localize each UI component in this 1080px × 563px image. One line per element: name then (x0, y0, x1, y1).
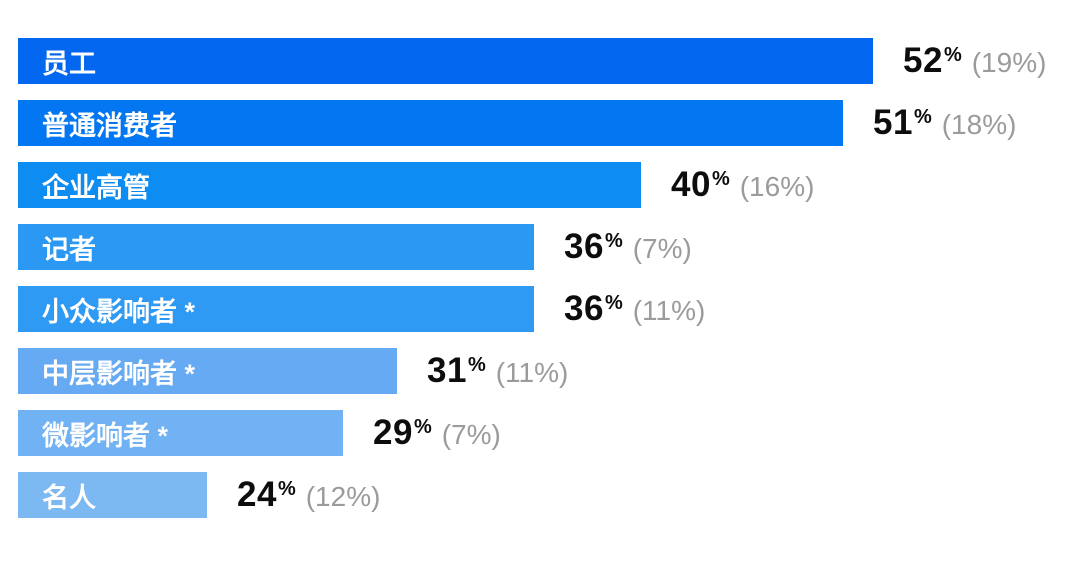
secondary-value: (7%) (632, 233, 692, 264)
bar: 普通消费者 (18, 100, 843, 146)
percent-sign: % (943, 44, 962, 66)
bar: 中层影响者 * (18, 348, 397, 394)
percent-sign: % (604, 292, 623, 314)
bar-row: 小众影响者 * 36% (11%) (18, 286, 1080, 332)
value-label: 36% (11%) (564, 289, 705, 329)
secondary-value: (16%) (739, 171, 815, 202)
value-label: 36% (7%) (564, 227, 692, 267)
secondary-value: (11%) (632, 295, 706, 326)
value-label: 31% (11%) (427, 351, 568, 391)
value-number: 36 (564, 227, 604, 266)
value-number: 31 (427, 351, 467, 390)
percent-sign: % (467, 354, 486, 376)
category-label: 记者 (42, 234, 96, 265)
category-label: 员工 (42, 48, 96, 79)
value-number: 51 (873, 103, 913, 142)
value-label: 51% (18%) (873, 103, 1016, 143)
value-number: 52 (903, 41, 943, 80)
bar: 小众影响者 * (18, 286, 534, 332)
percent-sign: % (604, 230, 623, 252)
percent-sign: % (277, 478, 296, 500)
value-number: 24 (237, 475, 277, 514)
secondary-value: (12%) (305, 481, 381, 512)
category-label: 名人 (42, 482, 96, 513)
category-label: 中层影响者 * (42, 358, 196, 389)
bar-row: 中层影响者 * 31% (11%) (18, 348, 1080, 394)
bar-row: 名人 24% (12%) (18, 472, 1080, 518)
bar-row: 员工 52% (19%) (18, 38, 1080, 84)
percent-sign: % (413, 416, 432, 438)
value-label: 52% (19%) (903, 41, 1046, 81)
bar: 微影响者 * (18, 410, 343, 456)
value-number: 36 (564, 289, 604, 328)
value-label: 24% (12%) (237, 475, 380, 515)
bar: 企业高管 (18, 162, 641, 208)
category-label: 小众影响者 * (42, 296, 196, 327)
bar: 记者 (18, 224, 534, 270)
percent-sign: % (913, 106, 932, 128)
bar-row: 记者 36% (7%) (18, 224, 1080, 270)
value-number: 29 (373, 413, 413, 452)
secondary-value: (19%) (971, 47, 1047, 78)
value-number: 40 (671, 165, 711, 204)
bar-row: 微影响者 * 29% (7%) (18, 410, 1080, 456)
bar-row: 企业高管 40% (16%) (18, 162, 1080, 208)
bar: 名人 (18, 472, 207, 518)
bar: 员工 (18, 38, 873, 84)
secondary-value: (7%) (441, 419, 501, 450)
value-label: 40% (16%) (671, 165, 814, 205)
bar-row: 普通消费者 51% (18%) (18, 100, 1080, 146)
category-label: 企业高管 (42, 172, 150, 203)
secondary-value: (11%) (495, 357, 569, 388)
secondary-value: (18%) (941, 109, 1017, 140)
category-label: 微影响者 * (42, 420, 169, 451)
percent-sign: % (711, 168, 730, 190)
category-label: 普通消费者 (42, 110, 177, 141)
value-label: 29% (7%) (373, 413, 501, 453)
